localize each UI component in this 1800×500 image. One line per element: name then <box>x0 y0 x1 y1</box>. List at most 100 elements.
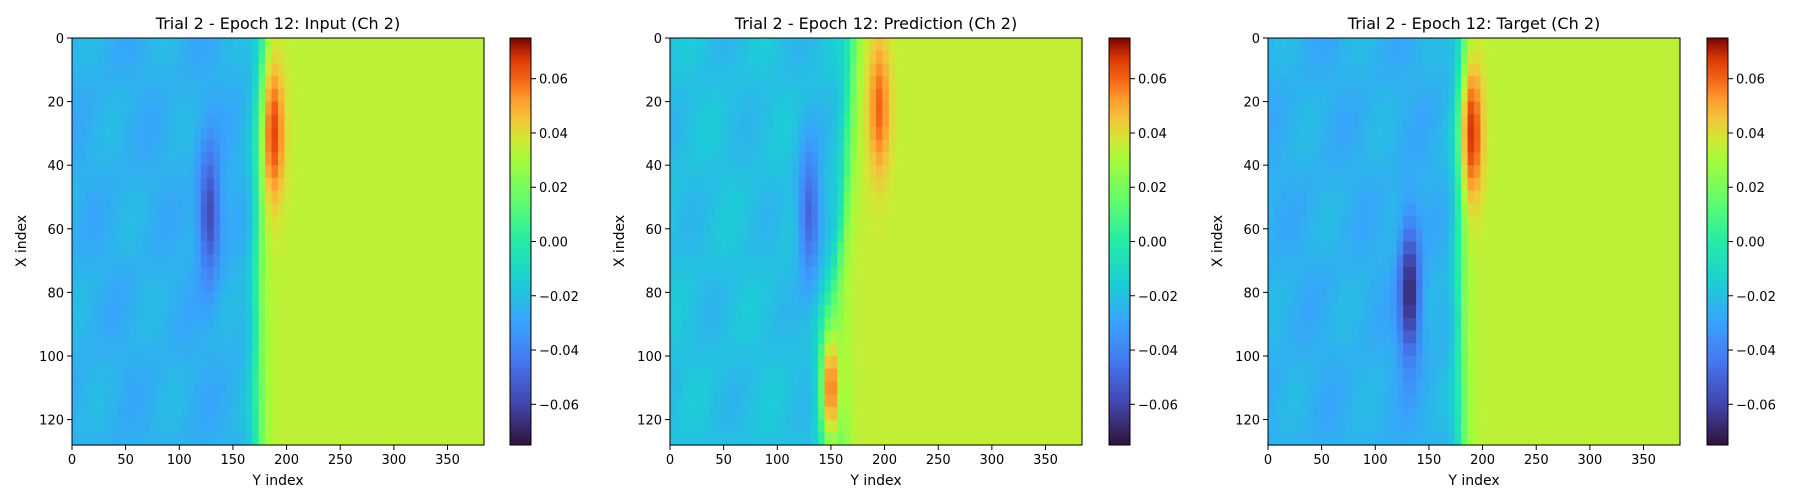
heatmap-cell <box>155 101 163 115</box>
heatmap-cell <box>824 63 832 77</box>
heatmap-cell <box>342 76 350 90</box>
heatmap-cell <box>901 101 909 115</box>
heatmap-cell <box>426 317 434 332</box>
heatmap-cell <box>895 228 903 243</box>
heatmap-cell <box>888 266 896 281</box>
heatmap-cell <box>381 165 389 179</box>
heatmap-cell <box>426 292 434 306</box>
heatmap-cell <box>265 177 273 192</box>
heatmap-cell <box>863 152 871 166</box>
heatmap-cell <box>702 114 710 128</box>
heatmap-cell <box>1017 76 1025 90</box>
heatmap-cell <box>1351 76 1359 90</box>
heatmap-cell <box>226 177 234 192</box>
heatmap-cell <box>760 177 768 192</box>
heatmap-cell <box>1017 432 1025 446</box>
heatmap-cell <box>1448 139 1456 154</box>
heatmap-cell <box>413 254 421 268</box>
heatmap-cell <box>72 279 80 293</box>
heatmap-cell <box>117 381 125 395</box>
heatmap-cell <box>991 228 999 243</box>
heatmap-cell <box>837 63 845 77</box>
heatmap-cell <box>438 241 446 255</box>
heatmap-cell <box>245 432 253 446</box>
heatmap-cell <box>355 266 363 281</box>
heatmap-cell <box>438 394 446 408</box>
heatmap-cell <box>747 254 755 268</box>
heatmap-cell <box>271 88 279 103</box>
heatmap-cell <box>1441 165 1449 179</box>
heatmap-cell <box>355 394 363 408</box>
heatmap-cell <box>882 127 890 141</box>
heatmap-cell <box>979 305 987 319</box>
heatmap-cell <box>1017 152 1025 166</box>
heatmap-cell <box>432 50 440 65</box>
heatmap-cell <box>1004 127 1012 141</box>
heatmap-cell <box>1667 152 1675 166</box>
heatmap-cell <box>933 419 941 433</box>
heatmap-cell <box>1544 63 1552 77</box>
heatmap-cell <box>226 228 234 243</box>
heatmap-cell <box>1506 38 1514 52</box>
heatmap-cell <box>419 241 427 255</box>
heatmap-cell <box>342 292 350 306</box>
heatmap-cell <box>843 152 851 166</box>
heatmap-cell <box>908 139 916 154</box>
heatmap-cell <box>1422 38 1430 52</box>
heatmap-cell <box>798 101 806 115</box>
heatmap-cell <box>676 343 684 357</box>
heatmap-cell <box>342 432 350 446</box>
heatmap-cell <box>91 127 99 141</box>
heatmap-cell <box>876 114 884 128</box>
heatmap-cell <box>355 406 363 421</box>
heatmap-cell <box>850 254 858 268</box>
heatmap-cell <box>355 305 363 319</box>
heatmap-cell <box>837 216 845 230</box>
heatmap-cell <box>393 394 401 408</box>
x-tick-label: 300 <box>979 453 1004 468</box>
heatmap-cell <box>695 203 703 217</box>
heatmap-cell <box>1049 419 1057 433</box>
heatmap-cell <box>1319 177 1327 192</box>
heatmap-cell <box>1506 63 1514 77</box>
heatmap-cell <box>888 101 896 115</box>
heatmap-cell <box>1416 76 1424 90</box>
heatmap-cell <box>1358 50 1366 65</box>
heatmap-cell <box>1512 50 1520 65</box>
heatmap-cell <box>297 432 305 446</box>
heatmap-cell <box>1589 50 1597 65</box>
heatmap-cell <box>1049 177 1057 192</box>
heatmap-cell <box>207 76 215 90</box>
heatmap-cell <box>1036 241 1044 255</box>
heatmap-cell <box>830 292 838 306</box>
heatmap-cell <box>220 165 228 179</box>
heatmap-cell <box>779 241 787 255</box>
heatmap-cell <box>946 330 954 344</box>
heatmap-cell <box>335 254 343 268</box>
heatmap-cell <box>97 101 105 115</box>
heatmap-cell <box>419 139 427 154</box>
heatmap-cell <box>104 279 112 293</box>
heatmap-cell <box>194 50 202 65</box>
heatmap-cell <box>290 254 298 268</box>
heatmap-cell <box>438 165 446 179</box>
heatmap-cell <box>329 355 337 370</box>
heatmap-cell <box>670 394 678 408</box>
heatmap-cell <box>271 292 279 306</box>
heatmap-cell <box>149 139 157 154</box>
heatmap-cell <box>1351 88 1359 103</box>
heatmap-cell <box>451 63 459 77</box>
heatmap-cell <box>335 38 343 52</box>
heatmap-cell <box>471 419 479 433</box>
heatmap-cell <box>258 368 266 383</box>
heatmap-cell <box>1564 101 1572 115</box>
heatmap-cell <box>1030 406 1038 421</box>
heatmap-cell <box>1011 241 1019 255</box>
heatmap-cell <box>252 203 260 217</box>
heatmap-cell <box>1293 50 1301 65</box>
heatmap-cell <box>946 203 954 217</box>
heatmap-cell <box>200 292 208 306</box>
heatmap-cell <box>1551 38 1559 52</box>
heatmap-cell <box>426 266 434 281</box>
heatmap-cell <box>245 368 253 383</box>
